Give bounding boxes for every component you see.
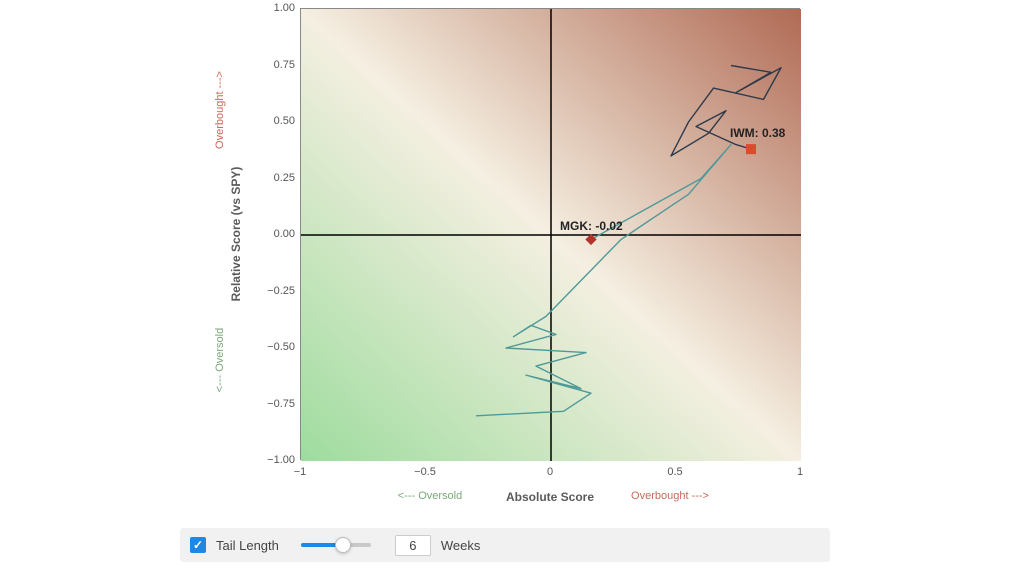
tail-checkbox[interactable]: ✓	[190, 537, 206, 553]
xlabel-oversold: <--- Oversold	[398, 490, 463, 502]
tail-length-label: Tail Length	[216, 538, 279, 553]
y-tick-label: 1.00	[255, 2, 295, 14]
control-bar: ✓ Tail Length 6 Weeks	[180, 528, 830, 562]
xlabel-overbought: Overbought --->	[631, 490, 709, 502]
x-tick-label: 0	[547, 466, 553, 478]
chart-container: Overbought ---> Relative Score (vs SPY) …	[180, 0, 860, 520]
x-tick-label: −1	[294, 466, 307, 478]
y-tick-label: −1.00	[255, 454, 295, 466]
marker-iwm[interactable]	[746, 144, 756, 154]
y-tick-label: −0.25	[255, 285, 295, 297]
x-tick-label: −0.5	[414, 466, 436, 478]
y-axis-label: Relative Score (vs SPY)	[229, 167, 243, 302]
y-tick-label: −0.75	[255, 398, 295, 410]
point-label-mgk: MGK: -0.02	[560, 219, 623, 233]
point-label-iwm: IWM: 0.38	[730, 126, 785, 140]
y-tick-label: 0.50	[255, 115, 295, 127]
y-tick-label: 0.00	[255, 228, 295, 240]
tail-slider[interactable]	[301, 543, 371, 547]
y-tick-label: 0.25	[255, 172, 295, 184]
x-tick-label: 1	[797, 466, 803, 478]
ylabel-overbought: Overbought --->	[214, 71, 226, 149]
x-axis-label: Absolute Score	[506, 490, 594, 504]
weeks-unit: Weeks	[441, 538, 481, 553]
ylabel-oversold: <--- Oversold	[214, 328, 226, 393]
y-tick-label: −0.50	[255, 341, 295, 353]
plot-area	[300, 8, 800, 460]
y-tick-label: 0.75	[255, 59, 295, 71]
weeks-value: 6	[395, 535, 431, 556]
x-tick-label: 0.5	[667, 466, 682, 478]
plot-svg	[301, 9, 801, 461]
